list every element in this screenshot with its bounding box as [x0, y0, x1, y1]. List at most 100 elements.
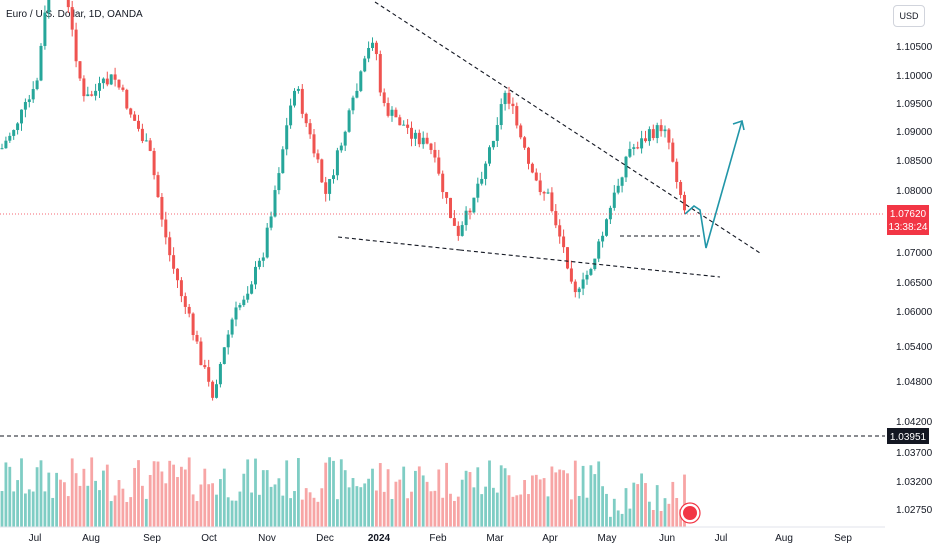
- candle-body: [31, 89, 35, 100]
- volume-bar: [390, 498, 394, 527]
- candle-body: [347, 110, 351, 132]
- volume-bar: [265, 470, 269, 527]
- volume-bar: [254, 458, 257, 527]
- candle-body: [195, 335, 199, 342]
- candle-body: [464, 210, 468, 226]
- candle-body: [160, 197, 164, 220]
- volume-bar: [98, 490, 101, 527]
- candle-body: [98, 83, 101, 91]
- candle-body: [211, 381, 215, 398]
- volume-bar: [394, 481, 398, 527]
- volume-bar: [484, 486, 487, 527]
- volume-bar: [20, 458, 23, 527]
- candle-body: [558, 225, 562, 237]
- candle-body: [35, 80, 39, 90]
- volume-bar: [675, 498, 679, 527]
- candle-body: [562, 236, 566, 248]
- volume-bar: [74, 473, 78, 527]
- volume-bar: [203, 468, 207, 527]
- candle-body: [152, 150, 156, 176]
- volume-bar: [219, 479, 222, 527]
- volume-level-label: 1.03951: [890, 432, 927, 443]
- volume-bar: [538, 479, 542, 527]
- volume-bar: [488, 460, 491, 527]
- candle-body: [659, 125, 663, 132]
- candle-body: [507, 92, 511, 104]
- candle-body: [257, 260, 261, 267]
- volume-bar: [359, 487, 363, 527]
- candle-body: [683, 194, 686, 211]
- volume-level-tag: [887, 428, 929, 444]
- volume-bar: [605, 493, 608, 527]
- candle-body: [218, 363, 222, 385]
- volume-bar: [117, 480, 121, 527]
- candle-body: [589, 269, 593, 275]
- volume-bar: [328, 457, 331, 527]
- projection-path[interactable]: [684, 120, 743, 249]
- volume-bar: [398, 479, 402, 527]
- volume-bar: [47, 472, 51, 527]
- candle-body: [515, 106, 519, 126]
- volume-bar: [609, 516, 612, 527]
- volume-bar: [39, 460, 43, 527]
- trendline-lower-support-2[interactable]: [459, 249, 721, 278]
- trendline-descending-resistance[interactable]: [374, 1, 761, 254]
- volume-bar: [386, 469, 390, 527]
- volume-bar: [258, 494, 261, 527]
- volume-bar: [191, 494, 195, 527]
- countdown-label: 13:38:24: [889, 222, 928, 233]
- price-tick-label: 1.02750: [896, 505, 932, 516]
- candle-body: [445, 192, 449, 198]
- volume-bar: [207, 484, 211, 527]
- time-tick-label: Jun: [659, 533, 675, 544]
- volume-bar: [453, 500, 456, 527]
- candle-body: [413, 132, 417, 139]
- volume-bar: [511, 496, 515, 527]
- candle-body: [148, 140, 152, 151]
- volume-bar: [492, 487, 495, 527]
- candle-body: [585, 274, 589, 280]
- candle-body: [82, 78, 86, 97]
- volume-bar: [222, 468, 226, 527]
- candle-body: [527, 147, 530, 164]
- candle-body: [605, 219, 608, 236]
- volume-bar: [183, 469, 187, 527]
- volume-bar: [70, 458, 74, 527]
- event-marker-dot: [683, 506, 697, 520]
- volume-bar: [102, 470, 105, 527]
- candle-body: [495, 125, 499, 141]
- volume-bar: [406, 498, 409, 527]
- candle-body: [566, 247, 569, 269]
- candle-body: [183, 296, 187, 307]
- volume-bar: [148, 474, 152, 527]
- candle-body: [620, 177, 624, 186]
- candle-body: [616, 185, 620, 193]
- candle-body: [636, 147, 640, 149]
- volume-bar: [464, 470, 468, 527]
- candle-body: [20, 109, 23, 124]
- candle-body: [191, 313, 195, 336]
- volume-bar: [105, 464, 109, 527]
- price-tick-label: 1.04200: [896, 417, 932, 428]
- candle-body: [66, 0, 70, 8]
- volume-bar: [250, 492, 253, 527]
- candle-body: [363, 58, 367, 72]
- volume-bar: [425, 481, 429, 527]
- candle-body: [433, 149, 437, 158]
- currency-button[interactable]: USD: [893, 5, 925, 27]
- candle-body: [417, 132, 421, 145]
- candle-body: [238, 305, 242, 308]
- volume-bar: [671, 481, 675, 527]
- candle-body: [101, 78, 105, 84]
- candle-body: [332, 175, 335, 180]
- candle-body: [133, 114, 137, 121]
- volume-bar: [433, 490, 437, 527]
- candle-body: [320, 159, 324, 183]
- volume-bar: [66, 496, 70, 527]
- time-tick-label: Mar: [486, 533, 504, 544]
- trendline-lower-support-1[interactable]: [337, 236, 461, 251]
- candle-body: [667, 129, 671, 143]
- volume-bar: [35, 467, 39, 527]
- time-tick-label: Nov: [258, 533, 276, 544]
